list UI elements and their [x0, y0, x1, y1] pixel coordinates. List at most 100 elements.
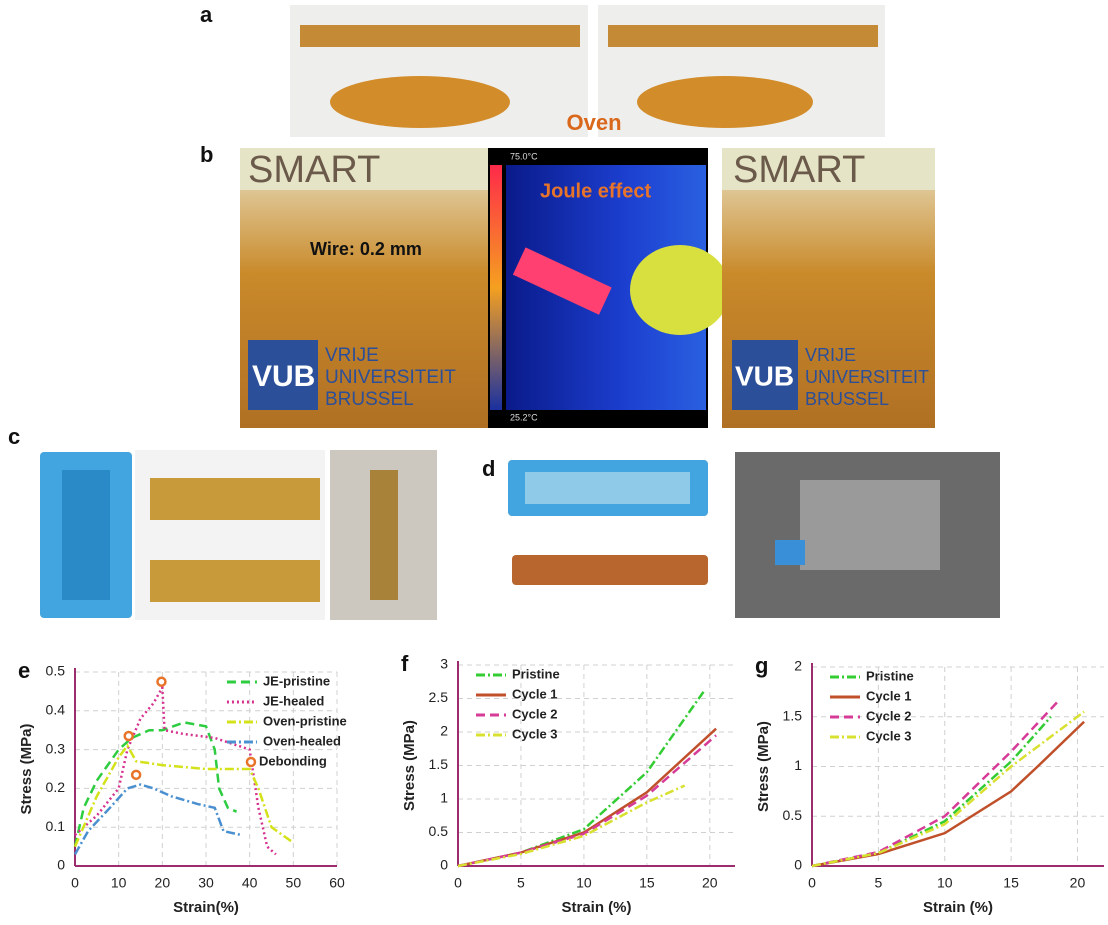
x-tick-label: 50 — [286, 875, 302, 891]
photo-strip — [608, 25, 878, 47]
panel-label: d — [482, 456, 495, 481]
x-tick-label: 0 — [71, 875, 79, 891]
panel-label: b — [200, 142, 213, 167]
y-tick-label: 0 — [440, 857, 448, 873]
logo-text: VRIJE — [325, 345, 379, 366]
legend-label: JE-healed — [263, 693, 324, 708]
panel-label: a — [200, 2, 213, 27]
legend-label: Cycle 1 — [512, 686, 558, 701]
y-tick-label: 1 — [794, 757, 802, 773]
x-tick-label: 30 — [198, 875, 214, 891]
photo-sample — [330, 76, 510, 128]
x-axis-title: Strain (%) — [923, 899, 993, 916]
series-line — [812, 712, 1084, 866]
y-tick-label: 0.5 — [783, 807, 803, 823]
legend-label: Cycle 3 — [866, 728, 912, 743]
marker — [157, 678, 165, 686]
x-tick-label: 0 — [454, 875, 462, 891]
y-axis-title: Stress (MPa) — [401, 720, 418, 811]
x-tick-label: 5 — [517, 875, 525, 891]
logo-text: BRUSSEL — [805, 389, 889, 409]
logo-text: VRIJE — [805, 345, 856, 365]
legend-label: Cycle 3 — [512, 726, 558, 741]
mold-cavity — [62, 470, 110, 600]
x-tick-label: 15 — [1003, 875, 1019, 891]
thermal-scale — [490, 165, 502, 410]
y-tick-label: 0.3 — [46, 740, 66, 756]
panel-label: f — [401, 651, 409, 676]
x-tick-label: 60 — [329, 875, 345, 891]
marker — [132, 771, 140, 779]
legend-label: Cycle 2 — [512, 706, 558, 721]
logo-text: VUB — [252, 360, 315, 393]
logo-text: VUB — [735, 360, 794, 391]
x-tick-label: 20 — [702, 875, 718, 891]
specimen — [150, 560, 320, 602]
y-tick-label: 1.5 — [429, 756, 449, 772]
series-line — [458, 729, 716, 866]
y-tick-label: 0 — [794, 857, 802, 873]
logo-text: UNIVERSITEIT — [325, 367, 456, 388]
y-tick-label: 0.4 — [46, 702, 66, 718]
panel-label: c — [8, 424, 20, 449]
y-tick-label: 1.5 — [783, 707, 803, 723]
x-tick-label: 40 — [242, 875, 258, 891]
specimen — [512, 555, 708, 585]
thermal-object — [630, 245, 730, 335]
x-tick-label: 15 — [639, 875, 655, 891]
legend-label: Oven-healed — [263, 733, 341, 748]
x-axis-title: Strain(%) — [173, 899, 239, 916]
marker — [125, 732, 133, 740]
temp-label: 25.2°C — [510, 412, 538, 422]
series-line — [75, 688, 276, 855]
legend-label: Cycle 2 — [866, 708, 912, 723]
x-tick-label: 5 — [874, 875, 882, 891]
series-line — [75, 785, 241, 855]
caption: Oven — [566, 110, 621, 135]
y-tick-label: 2 — [794, 658, 802, 674]
panel-label: g — [755, 653, 768, 678]
y-tick-label: 0.1 — [46, 818, 66, 834]
legend-label: JE-pristine — [263, 673, 330, 688]
grip — [800, 480, 940, 570]
temp-label: 75.0°C — [510, 151, 538, 161]
x-tick-label: 0 — [808, 875, 816, 891]
y-tick-label: 0 — [57, 857, 65, 873]
annotation: Wire: 0.2 mm — [310, 239, 422, 259]
x-tick-label: 10 — [576, 875, 592, 891]
y-tick-label: 1 — [440, 790, 448, 806]
series-line — [458, 786, 685, 866]
legend-label: Pristine — [866, 668, 914, 683]
x-tick-label: 20 — [1070, 875, 1086, 891]
legend-label: Debonding — [259, 753, 327, 768]
logo-text: SMART — [733, 149, 865, 191]
specimen — [150, 478, 320, 520]
y-axis-title: Stress (MPa) — [18, 724, 35, 815]
legend-label: Oven-pristine — [263, 713, 347, 728]
legend-label: Cycle 1 — [866, 688, 912, 703]
y-tick-label: 3 — [440, 656, 448, 672]
series-line — [458, 735, 716, 866]
y-tick-label: 2 — [440, 723, 448, 739]
logo-text: BRUSSEL — [325, 389, 414, 410]
panel-label: e — [18, 658, 30, 683]
y-tick-label: 0.2 — [46, 779, 66, 795]
x-tick-label: 10 — [111, 875, 127, 891]
y-tick-label: 2.5 — [429, 689, 449, 705]
annotation: Joule effect — [540, 180, 651, 202]
mold-cavity — [525, 472, 690, 504]
logo-text: UNIVERSITEIT — [805, 367, 929, 387]
series-line — [812, 717, 1051, 866]
y-tick-label: 0.5 — [429, 823, 449, 839]
figure: a Oven b SMART Wire: 0.2 mm VUB VRIJE UN… — [0, 0, 1108, 925]
logo-text: SMART — [248, 149, 380, 191]
grip-part — [775, 540, 805, 565]
x-tick-label: 20 — [155, 875, 171, 891]
photo-strip — [300, 25, 580, 47]
photo-sample — [637, 76, 813, 128]
series-line — [75, 722, 237, 846]
x-axis-title: Strain (%) — [561, 899, 631, 916]
x-tick-label: 10 — [937, 875, 953, 891]
page: a Oven b SMART Wire: 0.2 mm VUB VRIJE UN… — [0, 0, 1108, 925]
y-tick-label: 0.5 — [46, 663, 66, 679]
